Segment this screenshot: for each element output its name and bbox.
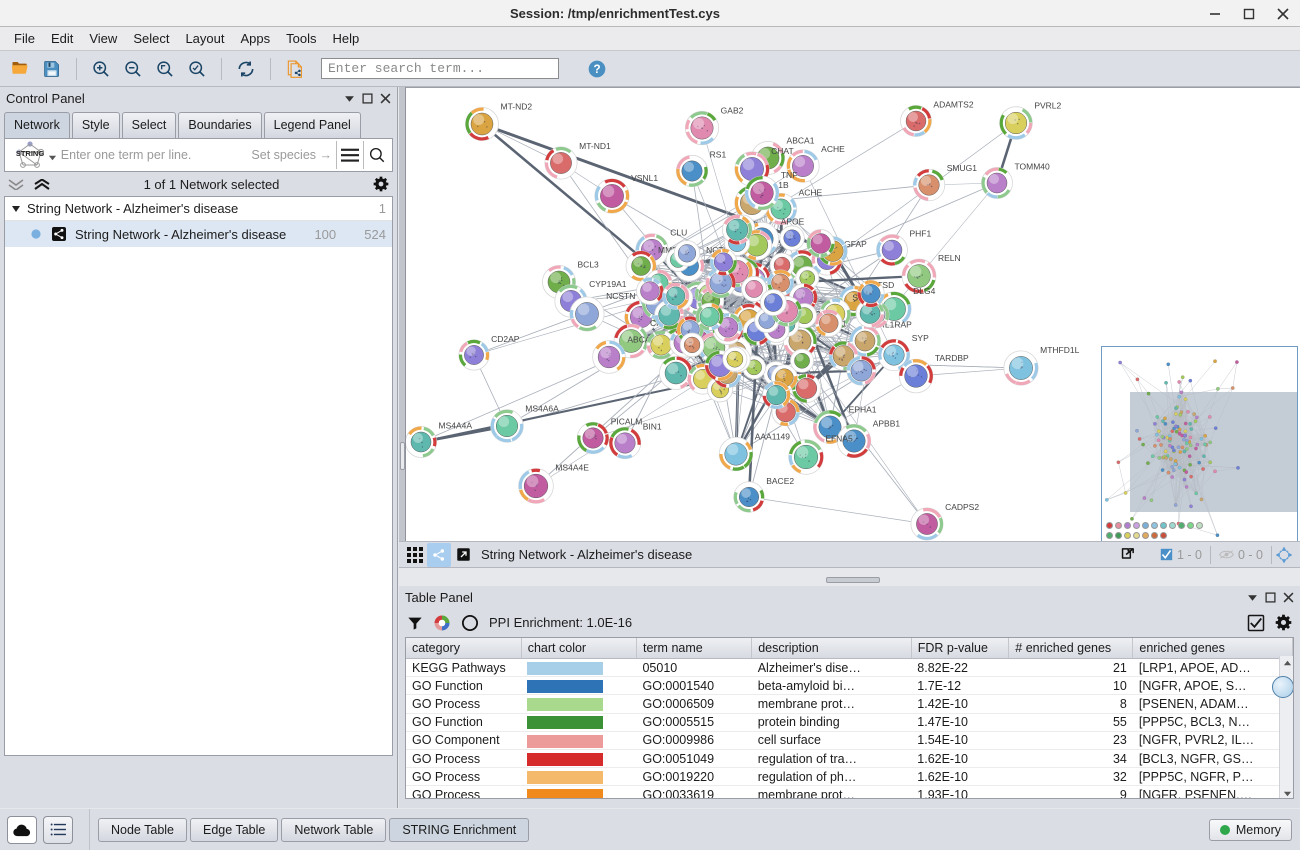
svg-text:?: ? bbox=[593, 63, 600, 76]
svg-text:GAB2: GAB2 bbox=[721, 105, 744, 115]
svg-text:ACHE: ACHE bbox=[799, 187, 823, 197]
svg-text:CYP19A1: CYP19A1 bbox=[589, 279, 627, 289]
svg-text:CD2AP: CD2AP bbox=[491, 334, 520, 344]
svg-text:ACHE: ACHE bbox=[821, 144, 845, 154]
svg-text:NCSTN: NCSTN bbox=[606, 291, 635, 301]
svg-text:MS4A4E: MS4A4E bbox=[555, 463, 589, 473]
svg-text:BACE2: BACE2 bbox=[766, 476, 794, 486]
svg-text:MT-ND2: MT-ND2 bbox=[501, 101, 533, 111]
svg-text:APOE: APOE bbox=[781, 216, 805, 226]
svg-text:SMUG1: SMUG1 bbox=[947, 163, 978, 173]
svg-text:APBB1: APBB1 bbox=[873, 418, 901, 428]
svg-text:RS1: RS1 bbox=[710, 149, 727, 159]
svg-text:MS4A6A: MS4A6A bbox=[525, 404, 559, 414]
svg-text:SYP: SYP bbox=[912, 333, 929, 343]
svg-text:MS4A4A: MS4A4A bbox=[439, 420, 473, 430]
svg-text:GFAP: GFAP bbox=[844, 239, 867, 249]
svg-text:PICALM: PICALM bbox=[611, 416, 643, 426]
svg-text:EPHA1: EPHA1 bbox=[849, 404, 877, 414]
svg-text:TNF: TNF bbox=[781, 170, 798, 180]
svg-text:AAA1149: AAA1149 bbox=[755, 431, 791, 441]
svg-text:ADAMTS2: ADAMTS2 bbox=[933, 100, 973, 110]
svg-text:CLU: CLU bbox=[670, 228, 687, 238]
svg-text:CHAT: CHAT bbox=[771, 146, 794, 156]
svg-text:MT-ND1: MT-ND1 bbox=[579, 141, 611, 151]
svg-text:BCL3: BCL3 bbox=[578, 259, 600, 269]
svg-text:STRING: STRING bbox=[16, 149, 45, 158]
svg-text:PVRL2: PVRL2 bbox=[1034, 101, 1061, 111]
svg-text:BIN1: BIN1 bbox=[643, 421, 662, 431]
svg-text:CADPS2: CADPS2 bbox=[945, 502, 979, 512]
svg-text:ABCA1: ABCA1 bbox=[787, 135, 815, 145]
svg-text:VSNL1: VSNL1 bbox=[631, 173, 658, 183]
svg-text:EFNA5: EFNA5 bbox=[825, 434, 853, 444]
svg-text:TOMM40: TOMM40 bbox=[1014, 162, 1050, 172]
svg-text:DLG4: DLG4 bbox=[913, 286, 935, 296]
svg-text:RELN: RELN bbox=[938, 253, 961, 263]
svg-text:PHF1: PHF1 bbox=[909, 229, 931, 239]
svg-text:MTHFD1L: MTHFD1L bbox=[1040, 345, 1079, 355]
svg-text:TARDBP: TARDBP bbox=[935, 353, 969, 363]
